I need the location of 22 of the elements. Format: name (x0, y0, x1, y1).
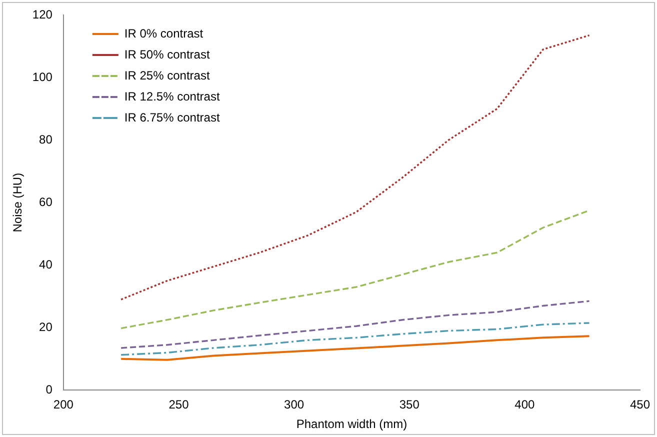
y-tick-label: 40 (39, 257, 53, 272)
y-tick-label: 120 (32, 7, 53, 22)
y-tick-label: 60 (39, 194, 53, 209)
line-series (120, 300, 590, 349)
legend-label: IR 25% contrast (124, 68, 210, 82)
legend-label: IR 0% contrast (124, 26, 204, 40)
y-tick-label: 80 (39, 132, 53, 146)
y-tick-label: 100 (32, 70, 53, 84)
legend-label: IR 12.5% contrast (124, 89, 220, 104)
line-series (120, 322, 590, 356)
x-tick-label: 300 (284, 398, 304, 412)
x-tick-label: 450 (630, 398, 650, 412)
x-tick-label: 350 (399, 398, 420, 412)
y-axis-title: Noise (HU) (10, 172, 25, 232)
x-axis-title: Phantom width (mm) (296, 417, 408, 432)
x-tick-label: 400 (514, 398, 536, 412)
y-tick-label: 20 (39, 320, 53, 334)
x-tick-label: 200 (53, 398, 74, 412)
legend-label: IR 6.75% contrast (124, 110, 220, 124)
x-tick-label: 250 (168, 398, 190, 412)
y-tick-label: 0 (46, 382, 53, 397)
legend-label: IR 50% contrast (124, 47, 210, 62)
